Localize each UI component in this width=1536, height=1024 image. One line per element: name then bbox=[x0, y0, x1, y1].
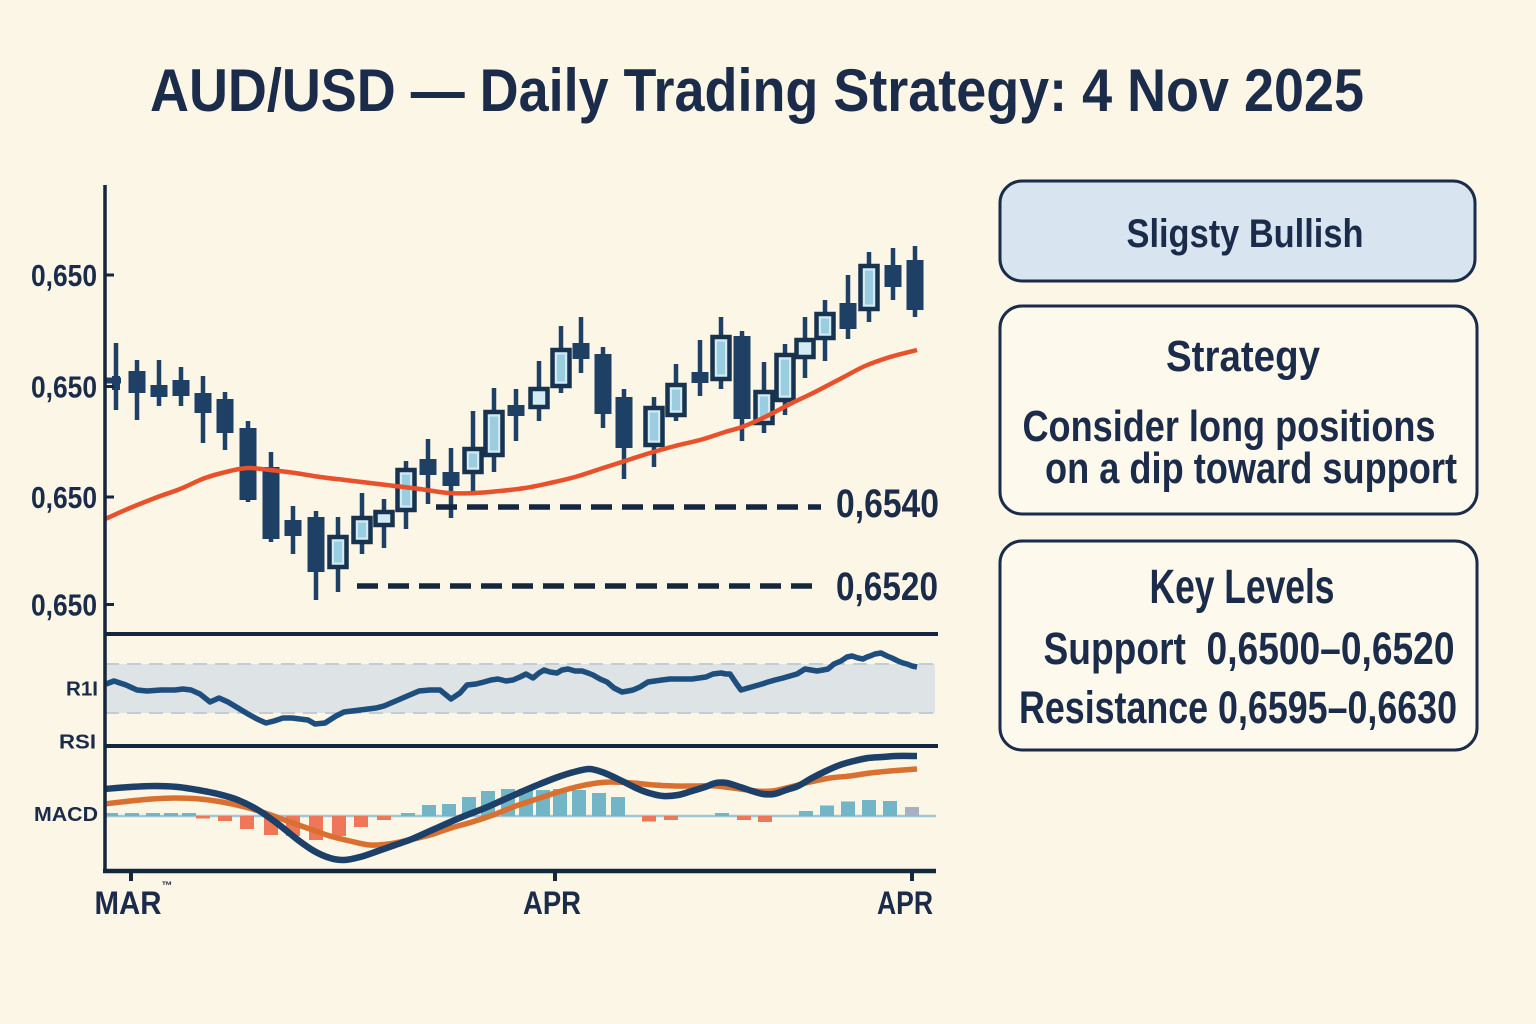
svg-text:0,6520: 0,6520 bbox=[836, 565, 938, 609]
svg-text:Strategy: Strategy bbox=[1166, 332, 1320, 381]
svg-text:™: ™ bbox=[162, 880, 173, 892]
svg-text:0,6540: 0,6540 bbox=[836, 482, 939, 526]
svg-text:APR: APR bbox=[877, 885, 933, 921]
svg-text:MACD: MACD bbox=[34, 804, 98, 826]
svg-text:MAR: MAR bbox=[95, 885, 162, 921]
svg-text:Sligsty Bullish: Sligsty Bullish bbox=[1127, 212, 1364, 256]
svg-text:Resistance 0,6595–0,6630: Resistance 0,6595–0,6630 bbox=[1019, 682, 1457, 733]
svg-text:RSI: RSI bbox=[59, 732, 96, 754]
svg-text:APR: APR bbox=[523, 885, 581, 921]
svg-text:0,650: 0,650 bbox=[31, 588, 97, 623]
svg-text:Consider long positions: Consider long positions bbox=[1023, 402, 1436, 451]
svg-text:0,650: 0,650 bbox=[31, 258, 97, 293]
svg-text:AUD/USD — Daily Trading Strate: AUD/USD — Daily Trading Strategy: 4 Nov … bbox=[150, 57, 1364, 124]
svg-text:Support 0,6500–0,6520: Support 0,6500–0,6520 bbox=[1044, 623, 1455, 674]
svg-text:on a dip toward support: on a dip toward support bbox=[1045, 444, 1457, 493]
svg-text:0,650: 0,650 bbox=[31, 480, 97, 515]
svg-text:R1I: R1I bbox=[66, 679, 98, 701]
svg-text:0,650: 0,650 bbox=[31, 370, 97, 405]
svg-text:Key Levels: Key Levels bbox=[1150, 561, 1335, 614]
